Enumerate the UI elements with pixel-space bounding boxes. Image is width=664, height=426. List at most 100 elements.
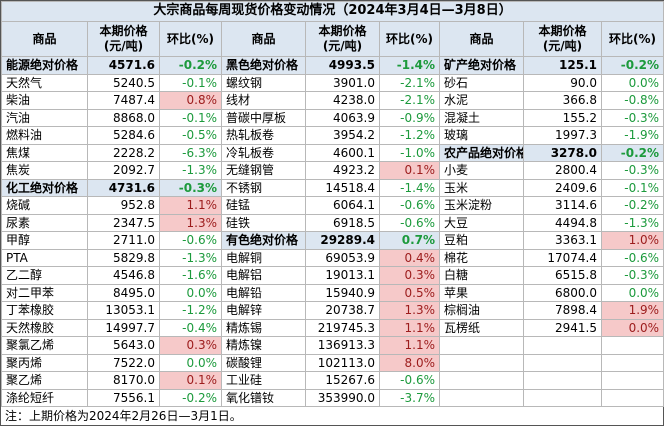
commodity-name: 对二甲苯: [1, 283, 88, 302]
table-row: 聚丙烯 7522.0 0.0% 碳酸锂 102113.0 8.0%: [1, 353, 664, 372]
table-row: 天然橡胶 14997.7 -0.4% 精炼锡 219745.3 1.1% 瓦楞纸 2941.5…: [1, 318, 664, 337]
commodity-name: 天然气: [1, 73, 88, 92]
price: 3114.6: [523, 196, 602, 215]
change: 0.5%: [379, 283, 440, 302]
commodity-name: 混凝土: [439, 108, 524, 127]
change: -0.2%: [600, 143, 664, 162]
commodity-name: 白糖: [439, 266, 524, 285]
commodity-name: 硅锰: [221, 196, 306, 215]
change: -1.3%: [159, 248, 222, 267]
change: -2.1%: [379, 73, 440, 92]
table-row: 聚乙烯 8170.0 0.1% 工业硅 15267.6 -0.6%: [1, 371, 664, 390]
column-header: 本期价格(元/吨): [305, 21, 380, 57]
change: -0.3%: [600, 161, 664, 180]
commodity-name: 有色绝对价格: [221, 231, 306, 250]
price: 2941.5: [523, 318, 602, 337]
price: 4600.1: [305, 143, 380, 162]
price: 90.0: [523, 73, 602, 92]
column-header: 商品: [221, 21, 306, 57]
commodity-name: 矿产绝对价格: [439, 56, 524, 75]
change: -0.1%: [159, 108, 222, 127]
commodity-name: 电解铝: [221, 266, 306, 285]
price: 5829.8: [87, 248, 160, 267]
price: 3363.1: [523, 231, 602, 250]
price: 1997.3: [523, 126, 602, 145]
price: 19013.1: [305, 266, 380, 285]
price: 17074.4: [523, 248, 602, 267]
change: 0.0%: [159, 283, 222, 302]
table-row: 能源绝对价格 4571.6 -0.2% 黑色绝对价格 4993.5 -1.4% 矿产绝对价格…: [1, 56, 664, 75]
commodity-name: 砂石: [439, 73, 524, 92]
price: 4731.6: [87, 178, 160, 197]
change: 0.0%: [600, 73, 664, 92]
change: 0.3%: [159, 336, 222, 355]
commodity-name: 大豆: [439, 213, 524, 232]
price: 8868.0: [87, 108, 160, 127]
price: 125.1: [523, 56, 602, 75]
change: 0.0%: [159, 353, 222, 372]
price: 13053.1: [87, 301, 160, 320]
change: -1.3%: [600, 213, 664, 232]
commodity-name: 水泥: [439, 91, 524, 110]
commodity-name: PTA: [1, 248, 88, 267]
change: 0.1%: [379, 161, 440, 180]
commodity-name: 能源绝对价格: [1, 56, 88, 75]
change: -0.3%: [159, 178, 222, 197]
column-header: 商品: [439, 21, 524, 57]
commodity-name: 焦炭: [1, 161, 88, 180]
price: 4923.2: [305, 161, 380, 180]
price: 5284.6: [87, 126, 160, 145]
change: -1.2%: [379, 126, 440, 145]
table-row: 天然气 5240.5 -0.1% 螺纹钢 3901.0 -2.1% 砂石 90.0 0.0%: [1, 73, 664, 92]
commodity-name: 黑色绝对价格: [221, 56, 306, 75]
price: 4494.8: [523, 213, 602, 232]
table-head: 大宗商品每周现货价格变动情况（2024年3月4日—3月8日） 商品 本期价格(元/…: [0, 1, 664, 57]
table-row: 烧碱 952.8 1.1% 硅锰 6064.1 -0.6% 玉米淀粉 3114.6 -0.2%: [1, 196, 664, 215]
price: 7487.4: [87, 91, 160, 110]
table-row: 涤纶短纤 7556.1 -0.2% 氧化镨钕 353990.0 -3.7%: [1, 388, 664, 407]
change: 8.0%: [379, 353, 440, 372]
commodity-name: 碳酸锂: [221, 353, 306, 372]
price: 2228.2: [87, 143, 160, 162]
price: 3901.0: [305, 73, 380, 92]
price: 952.8: [87, 196, 160, 215]
empty-cell: [523, 388, 602, 407]
table-row: 丁苯橡胶 13053.1 -1.2% 电解锌 20738.7 1.3% 棕榈油 7898.4 1…: [1, 301, 664, 320]
commodity-name: 精炼锡: [221, 318, 306, 337]
commodity-name: 棉花: [439, 248, 524, 267]
price: 4546.8: [87, 266, 160, 285]
price: 219745.3: [305, 318, 380, 337]
column-header: 本期价格(元/吨): [523, 21, 602, 57]
commodity-name: 聚丙烯: [1, 353, 88, 372]
price: 5240.5: [87, 73, 160, 92]
change: -1.9%: [600, 126, 664, 145]
commodity-name: 瓦楞纸: [439, 318, 524, 337]
commodity-name: 柴油: [1, 91, 88, 110]
change: 0.0%: [600, 318, 664, 337]
price: 4238.0: [305, 91, 380, 110]
commodity-name: 氧化镨钕: [221, 388, 306, 407]
change: 1.0%: [600, 231, 664, 250]
price: 29289.4: [305, 231, 380, 250]
table-row: 燃料油 5284.6 -0.5% 热轧板卷 3954.2 -1.2% 玻璃 1997.3 -1.…: [1, 126, 664, 145]
commodity-name: 汽油: [1, 108, 88, 127]
table-row: PTA 5829.8 -1.3% 电解铜 69053.9 0.4% 棉花 17074.4 -0.…: [1, 248, 664, 267]
commodity-name: 普碳中厚板: [221, 108, 306, 127]
price: 2711.0: [87, 231, 160, 250]
commodity-name: 棕榈油: [439, 301, 524, 320]
commodity-name: 电解铅: [221, 283, 306, 302]
commodity-name: 聚氯乙烯: [1, 336, 88, 355]
table-row: 汽油 8868.0 -0.1% 普碳中厚板 4063.9 -0.9% 混凝土 155.2 -0.…: [1, 108, 664, 127]
change: -0.2%: [159, 56, 222, 75]
commodity-name: 玻璃: [439, 126, 524, 145]
change: 1.3%: [379, 301, 440, 320]
change: -0.8%: [600, 91, 664, 110]
change: -0.5%: [159, 126, 222, 145]
commodity-name: 化工绝对价格: [1, 178, 88, 197]
column-header: 环比(%): [159, 21, 222, 57]
price: 8170.0: [87, 371, 160, 390]
change: -1.4%: [379, 56, 440, 75]
commodity-name: 无缝钢管: [221, 161, 306, 180]
commodity-name: 苹果: [439, 283, 524, 302]
commodity-name: 尿素: [1, 213, 88, 232]
